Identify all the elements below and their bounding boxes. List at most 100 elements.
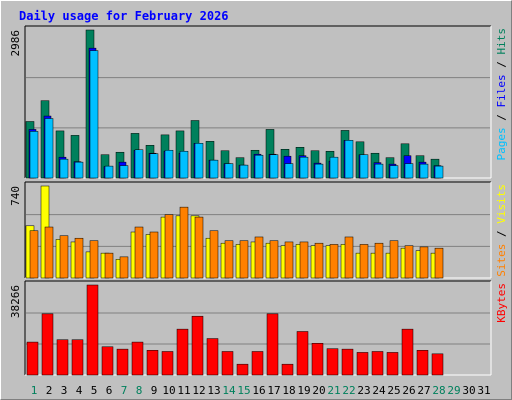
x-tick-day-19: 19 (297, 384, 310, 397)
bar-sites-day-1 (29, 230, 39, 279)
bar-kbytes-day-14 (221, 351, 234, 376)
bar-kbytes-day-8 (131, 341, 144, 376)
x-tick-day-6: 6 (106, 384, 113, 397)
bar-kbytes-day-16 (251, 351, 264, 376)
bar-pages-day-2 (44, 118, 54, 179)
bar-kbytes-day-24 (371, 351, 384, 376)
bar-pages-day-22 (344, 140, 354, 179)
bar-kbytes-day-19 (296, 331, 309, 376)
x-tick-day-10: 10 (162, 384, 175, 397)
bar-sites-day-8 (134, 226, 144, 279)
bar-sites-day-11 (179, 206, 189, 279)
x-tick-day-11: 11 (177, 384, 190, 397)
bar-kbytes-day-4 (71, 339, 84, 376)
bar-sites-day-28 (434, 247, 444, 279)
legend-separator: / (495, 108, 508, 128)
bar-kbytes-day-18 (281, 363, 294, 376)
legend-sites: Sites (495, 244, 508, 277)
bar-pages-day-4 (74, 161, 84, 179)
bar-kbytes-day-28 (431, 353, 444, 376)
bar-kbytes-day-15 (236, 363, 249, 376)
x-tick-day-20: 20 (312, 384, 325, 397)
series-legend-visits-sites: Sites / Visits (495, 184, 508, 277)
bar-kbytes-day-21 (326, 348, 339, 376)
bar-kbytes-day-25 (386, 352, 399, 376)
x-tick-day-1: 1 (31, 384, 38, 397)
bar-kbytes-day-27 (416, 350, 429, 376)
bar-pages-day-12 (194, 143, 204, 179)
legend-files: Files (495, 74, 508, 107)
x-tick-day-15: 15 (237, 384, 250, 397)
chart-title: Daily usage for February 2026 (19, 9, 229, 23)
bar-pages-day-15 (239, 164, 249, 179)
x-tick-day-25: 25 (387, 384, 400, 397)
bar-kbytes-day-5 (86, 284, 99, 376)
legend-pages: Pages (495, 127, 508, 160)
bar-sites-day-3 (59, 235, 69, 279)
x-tick-day-5: 5 (91, 384, 98, 397)
bar-sites-day-2 (44, 226, 54, 279)
bar-sites-day-21 (329, 244, 339, 279)
x-tick-day-27: 27 (417, 384, 430, 397)
bar-sites-day-9 (149, 231, 159, 279)
bar-sites-day-24 (374, 242, 384, 279)
bar-sites-day-19 (299, 241, 309, 279)
bar-pages-day-26 (404, 163, 414, 179)
legend-separator: / (495, 224, 508, 244)
bar-pages-day-8 (134, 149, 144, 179)
bar-kbytes-day-11 (176, 328, 189, 376)
x-tick-day-14: 14 (222, 384, 236, 397)
x-tick-day-30: 30 (462, 384, 475, 397)
x-tick-day-21: 21 (327, 384, 340, 397)
bar-pages-day-10 (164, 149, 174, 179)
bar-sites-day-23 (359, 244, 369, 279)
bar-kbytes-day-20 (311, 342, 324, 376)
bar-kbytes-day-22 (341, 348, 354, 376)
x-tick-day-29: 29 (447, 384, 460, 397)
bar-pages-day-19 (299, 156, 309, 179)
bar-sites-day-27 (419, 246, 429, 279)
x-tick-day-31: 31 (477, 384, 490, 397)
bar-sites-day-17 (269, 240, 279, 279)
bar-pages-day-3 (59, 158, 69, 179)
bar-sites-day-4 (74, 237, 84, 279)
x-tick-day-7: 7 (121, 384, 128, 397)
bar-pages-day-21 (329, 156, 339, 179)
bar-pages-day-5 (89, 50, 99, 179)
x-tick-day-26: 26 (402, 384, 415, 397)
legend-separator: / (495, 55, 508, 75)
bar-pages-day-27 (419, 163, 429, 179)
x-tick-day-24: 24 (372, 384, 386, 397)
bar-sites-day-6 (104, 252, 114, 279)
bar-kbytes-day-12 (191, 315, 204, 376)
x-tick-day-16: 16 (252, 384, 265, 397)
bar-sites-day-26 (404, 245, 414, 279)
bar-pages-day-17 (269, 154, 279, 179)
x-tick-day-8: 8 (136, 384, 143, 397)
bar-sites-day-7 (119, 256, 129, 279)
y-max-label-visits-sites: 740 (9, 186, 22, 206)
x-tick-day-9: 9 (151, 384, 158, 397)
bar-pages-day-25 (389, 165, 399, 179)
x-tick-day-13: 13 (207, 384, 220, 397)
legend-hits: Hits (495, 28, 508, 55)
bar-pages-day-1 (29, 131, 39, 179)
x-tick-day-3: 3 (61, 384, 68, 397)
bar-pages-day-28 (434, 165, 444, 179)
bar-sites-day-25 (389, 240, 399, 279)
bar-kbytes-day-10 (161, 351, 174, 376)
bar-sites-day-16 (254, 236, 264, 279)
bar-kbytes-day-9 (146, 350, 159, 376)
bar-kbytes-day-23 (356, 352, 369, 376)
bar-pages-day-6 (104, 165, 114, 179)
bar-kbytes-day-7 (116, 348, 129, 376)
bar-kbytes-day-13 (206, 338, 219, 376)
y-max-label-hits-files-pages: 2986 (9, 30, 22, 57)
bar-sites-day-18 (284, 241, 294, 279)
legend-visits: Visits (495, 184, 508, 224)
x-tick-day-17: 17 (267, 384, 280, 397)
x-tick-day-22: 22 (342, 384, 355, 397)
bar-sites-day-22 (344, 236, 354, 279)
